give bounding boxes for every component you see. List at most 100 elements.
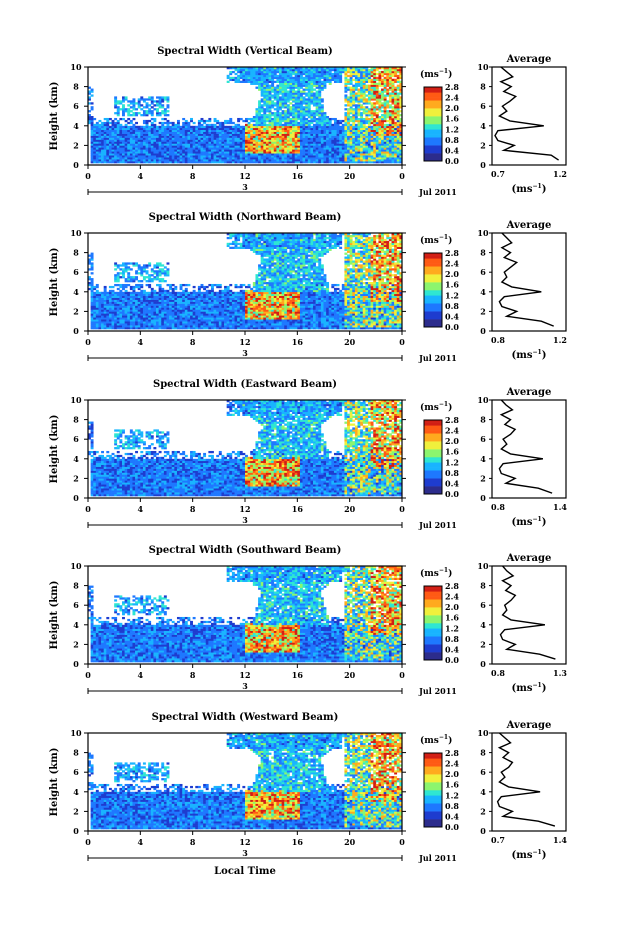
heatmap-cell	[182, 299, 186, 302]
heatmap-cell	[140, 129, 144, 132]
heatmap-cell	[176, 299, 180, 302]
heatmap-cell	[302, 92, 306, 95]
heatmap-cell	[122, 159, 125, 162]
heatmap-cell	[263, 76, 267, 80]
heatmap-cell	[93, 305, 97, 308]
heatmap-cell	[176, 303, 180, 306]
heatmap-cell	[370, 72, 374, 76]
heatmap-cell	[150, 98, 154, 101]
colorbar-tick-label: 1.2	[445, 124, 459, 134]
heatmap-cell	[381, 159, 384, 162]
heatmap-cell	[396, 155, 400, 158]
heatmap-cell	[174, 287, 178, 291]
heatmap-cell	[391, 72, 395, 76]
heatmap-cell	[349, 131, 353, 134]
heatmap-cell	[122, 141, 125, 144]
heatmap-cell	[158, 114, 162, 117]
heatmap-cell	[166, 147, 170, 150]
heatmap-cell	[263, 133, 267, 136]
heatmap-cell	[132, 151, 136, 154]
heatmap-cell	[103, 309, 107, 312]
heatmap-cell	[347, 108, 350, 111]
heatmap-cell	[286, 80, 290, 83]
heatmap-cell	[148, 129, 152, 132]
heatmap-cell	[381, 114, 384, 117]
heatmap-cell	[347, 80, 350, 83]
heatmap-cell	[145, 114, 149, 117]
heatmap-cell	[271, 106, 275, 109]
heatmap-cell	[388, 161, 392, 164]
heatmap-cell	[111, 305, 115, 308]
heatmap-cell	[122, 272, 125, 275]
heatmap-cell	[163, 274, 167, 277]
heatmap-cell	[341, 131, 345, 134]
heatmap-cell	[158, 139, 162, 142]
heatmap-cell	[250, 70, 254, 74]
heatmap-cell	[106, 141, 110, 144]
heatmap-cell	[362, 125, 366, 129]
heatmap-cell	[381, 137, 384, 140]
heatmap-cell	[229, 153, 233, 156]
heatmap-cell	[174, 293, 178, 297]
heatmap-cell	[140, 98, 144, 101]
heatmap-cell	[242, 76, 246, 80]
heatmap-cell	[245, 119, 248, 123]
heatmap-cell	[90, 307, 94, 310]
heatmap-cell	[315, 155, 319, 158]
heatmap-cell	[307, 84, 311, 87]
heatmap-cell	[169, 285, 173, 289]
heatmap-cell	[286, 84, 290, 87]
heatmap-cell	[281, 74, 285, 78]
heatmap-cell	[292, 108, 296, 111]
heatmap-cell	[158, 309, 162, 312]
heatmap-cell	[367, 127, 371, 131]
profile-y-tick-label: 6	[480, 101, 486, 111]
heatmap-cell	[299, 74, 303, 78]
heatmap-cell	[247, 153, 251, 156]
heatmap-cell	[299, 117, 303, 121]
heatmap-cell	[242, 125, 246, 129]
heatmap-cell	[153, 301, 157, 304]
heatmap-cell	[349, 159, 353, 162]
heatmap-cell	[294, 80, 298, 83]
heatmap-cell	[179, 161, 183, 164]
heatmap-cell	[101, 311, 104, 314]
heatmap-cell	[161, 98, 165, 101]
heatmap-cell	[260, 78, 264, 82]
heatmap-cell	[237, 147, 241, 150]
heatmap-cell	[247, 161, 251, 164]
heatmap-cell	[281, 117, 285, 121]
heatmap-cell	[255, 112, 259, 115]
colorbar-segment	[424, 87, 442, 90]
heatmap-cell	[284, 147, 288, 150]
heatmap-cell	[286, 78, 290, 82]
heatmap-cell	[252, 127, 256, 131]
heatmap-cell	[135, 125, 139, 129]
heatmap-cell	[331, 139, 335, 142]
heatmap-cell	[381, 135, 384, 138]
heatmap-cell	[320, 151, 324, 154]
heatmap-cell	[208, 151, 212, 154]
heatmap-cell	[349, 141, 353, 144]
heatmap-cell	[213, 127, 217, 131]
heatmap-cell	[116, 125, 120, 129]
heatmap-cell	[373, 78, 377, 82]
heatmap-cell	[386, 74, 390, 78]
heatmap-cell	[237, 125, 241, 129]
heatmap-cell	[394, 157, 398, 160]
heatmap-cell	[260, 92, 264, 95]
heatmap-cell	[305, 92, 309, 95]
heatmap-cell	[370, 92, 374, 95]
heatmap-cell	[360, 147, 364, 150]
heatmap-cell	[292, 151, 296, 154]
heatmap-cell	[106, 139, 110, 142]
heatmap-cell	[354, 112, 358, 115]
heatmap-cell	[140, 327, 144, 330]
heatmap-cell	[88, 121, 91, 125]
heatmap-cell	[203, 145, 207, 148]
heatmap-cell	[299, 72, 303, 76]
heatmap-cell	[90, 256, 94, 259]
heatmap-cell	[339, 125, 343, 129]
heatmap-cell	[90, 117, 94, 121]
heatmap-cell	[166, 96, 170, 99]
